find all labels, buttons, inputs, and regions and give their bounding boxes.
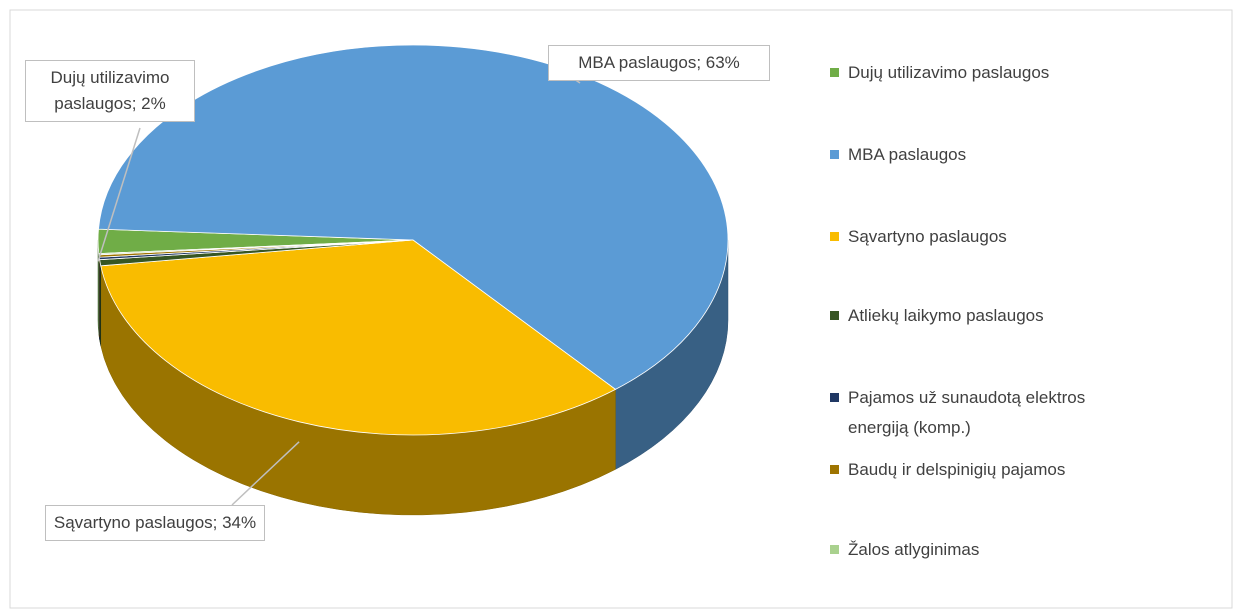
legend-entry: MBA paslaugos bbox=[830, 140, 1130, 170]
legend-swatch bbox=[830, 68, 839, 77]
legend-entry: Pajamos už sunaudotą elektros energiją (… bbox=[830, 383, 1130, 443]
legend-entry: Atliekų laikymo paslaugos bbox=[830, 301, 1130, 331]
legend-swatch bbox=[830, 150, 839, 159]
legend-swatch bbox=[830, 232, 839, 241]
slice bbox=[98, 239, 414, 256]
legend-entry: Dujų utilizavimo paslaugos bbox=[830, 58, 1130, 88]
data-label: MBA paslaugos; 63% bbox=[548, 45, 770, 81]
legend-swatch bbox=[830, 545, 839, 554]
sides bbox=[97, 239, 729, 516]
legend-entry: Žalos atlyginimas bbox=[830, 535, 1130, 565]
data-label: Sąvartyno paslaugos; 34% bbox=[45, 505, 265, 541]
legend-swatch bbox=[830, 393, 839, 402]
legend-swatch bbox=[830, 311, 839, 320]
leader-line bbox=[97, 127, 141, 262]
legend-entry: Sąvartyno paslaugos bbox=[830, 222, 1130, 252]
legend-entry: Baudų ir delspinigių pajamos bbox=[830, 455, 1130, 485]
tops bbox=[97, 44, 729, 436]
chart-frame bbox=[9, 9, 1233, 609]
leader-line bbox=[231, 441, 300, 506]
slice bbox=[100, 239, 617, 436]
data-label: Dujų utilizavimo paslaugos; 2% bbox=[25, 60, 195, 122]
legend-swatch bbox=[830, 465, 839, 474]
